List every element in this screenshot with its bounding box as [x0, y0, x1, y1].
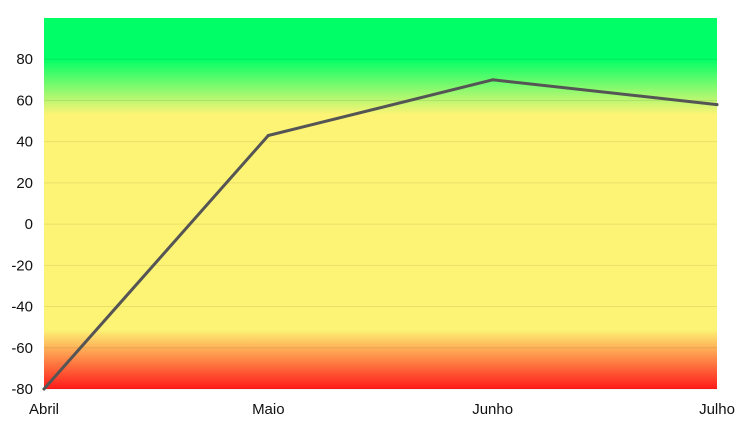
x-tick-label: Maio [252, 401, 285, 418]
plot-background [44, 18, 717, 389]
x-tick-label: Junho [472, 401, 513, 418]
series-line [42, 78, 719, 391]
data-point [42, 387, 46, 391]
data-point [266, 133, 270, 137]
y-tick-label: -40 [11, 299, 33, 316]
y-tick-label: -80 [11, 381, 33, 398]
y-tick-label: -60 [11, 340, 33, 357]
y-tick-label: 40 [16, 134, 33, 151]
x-tick-label: Abril [29, 401, 59, 418]
data-point [715, 103, 719, 107]
x-tick-label: Julho [699, 401, 735, 418]
y-tick-label: 80 [16, 51, 33, 68]
data-point [491, 78, 495, 82]
series-points [42, 78, 719, 391]
gridlines [44, 58, 717, 390]
y-tick-label: 60 [16, 92, 33, 109]
y-axis-tick-labels: -80 -60 -40 -20 0 20 40 60 80 [11, 51, 33, 398]
x-axis-tick-labels: Abril Maio Junho Julho [29, 401, 735, 418]
y-tick-label: 0 [25, 216, 33, 233]
y-tick-label: 20 [16, 175, 33, 192]
y-tick-label: -20 [11, 257, 33, 274]
